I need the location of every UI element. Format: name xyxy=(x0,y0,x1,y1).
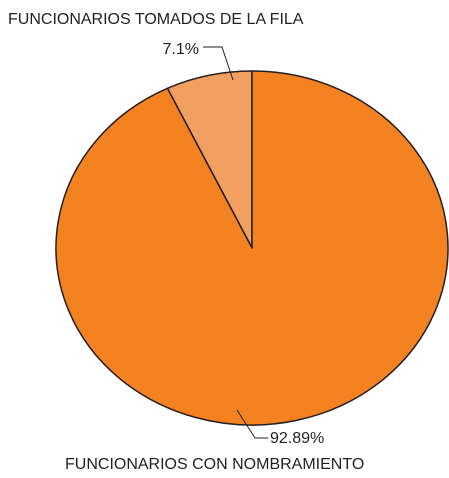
category-label: FUNCIONARIOS TOMADOS DE LA FILA xyxy=(8,11,304,28)
category-label: FUNCIONARIOS CON NOMBRAMIENTO xyxy=(65,456,364,473)
leader-line xyxy=(236,409,268,439)
value-label: 7.1% xyxy=(163,41,199,58)
pie-slice xyxy=(55,70,449,426)
pie xyxy=(55,70,449,426)
leader-line xyxy=(203,46,234,81)
value-label: 92.89% xyxy=(270,430,324,447)
